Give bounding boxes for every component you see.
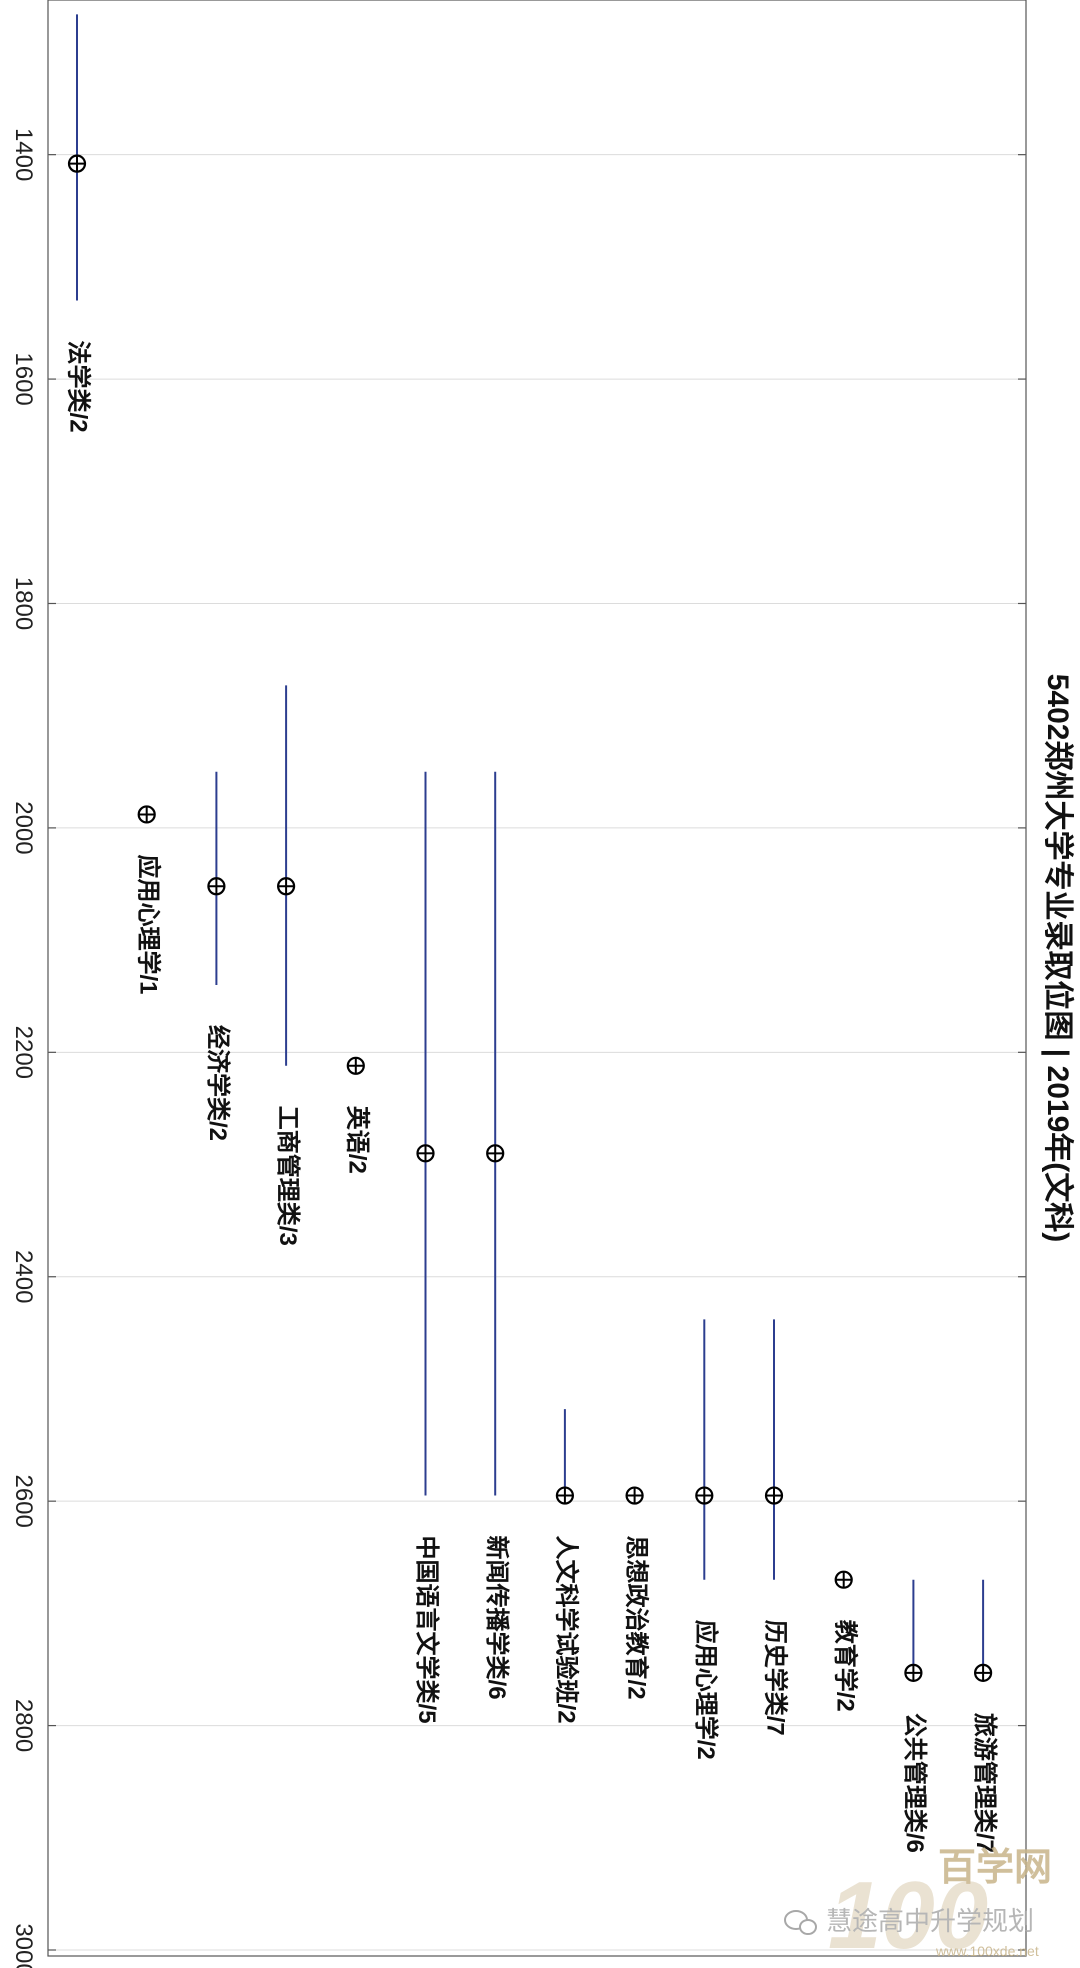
tick-label: 2200: [10, 1026, 37, 1079]
wechat-bubble-small: [799, 1919, 817, 1935]
data-label: 中国语言文学类/5: [413, 1536, 441, 1724]
tick-label: 1600: [10, 352, 37, 405]
tick-label: 2800: [10, 1699, 37, 1752]
data-label: 英语/2: [343, 1106, 370, 1174]
data-label: 新闻传播学类/6: [483, 1536, 511, 1700]
watermark-logo-text: 100: [828, 1862, 988, 1968]
data-label: 应用心理学/1: [134, 854, 162, 994]
data-label: 应用心理学/2: [692, 1620, 720, 1760]
data-label: 人文科学试验班/2: [553, 1536, 581, 1724]
tick-label: 2000: [10, 801, 37, 854]
data-label: 经济学类/2: [204, 1025, 232, 1141]
plot-frame: [47, 0, 1027, 1957]
data-label: 思想政治教育/2: [622, 1536, 650, 1700]
data-label: 教育学/2: [831, 1620, 859, 1712]
tick-label: 2600: [10, 1474, 37, 1527]
wechat-icon: [784, 1910, 817, 1935]
data-label: 工商管理类/3: [274, 1106, 302, 1246]
chart-title: 5402郑州大学专业录取位图 | 2019年(文科): [1041, 674, 1075, 1243]
data-label: 公共管理类/6: [901, 1713, 929, 1853]
watermark-url: www.100xde.net: [935, 1943, 1039, 1959]
watermark: 100 百学网 慧途高中升学规划 www.100xde.net: [784, 1846, 1052, 1968]
tick-label: 1400: [10, 128, 37, 181]
plot-area: 1400 1600 1800 2000 2200 2400 2600 2800 3000 法学类/…: [10, 0, 1027, 1968]
watermark-brand-text: 百学网: [938, 1846, 1052, 1889]
tick-label: 1800: [10, 577, 37, 630]
tick-label: 3000: [10, 1923, 37, 1968]
tick-label: 2400: [10, 1250, 37, 1303]
data-label: 法学类/2: [65, 341, 93, 433]
data-label: 历史学类/7: [762, 1620, 790, 1736]
watermark-caption: 慧途高中升学规划: [826, 1906, 1034, 1936]
data-label: 旅游管理类/7: [971, 1713, 999, 1853]
